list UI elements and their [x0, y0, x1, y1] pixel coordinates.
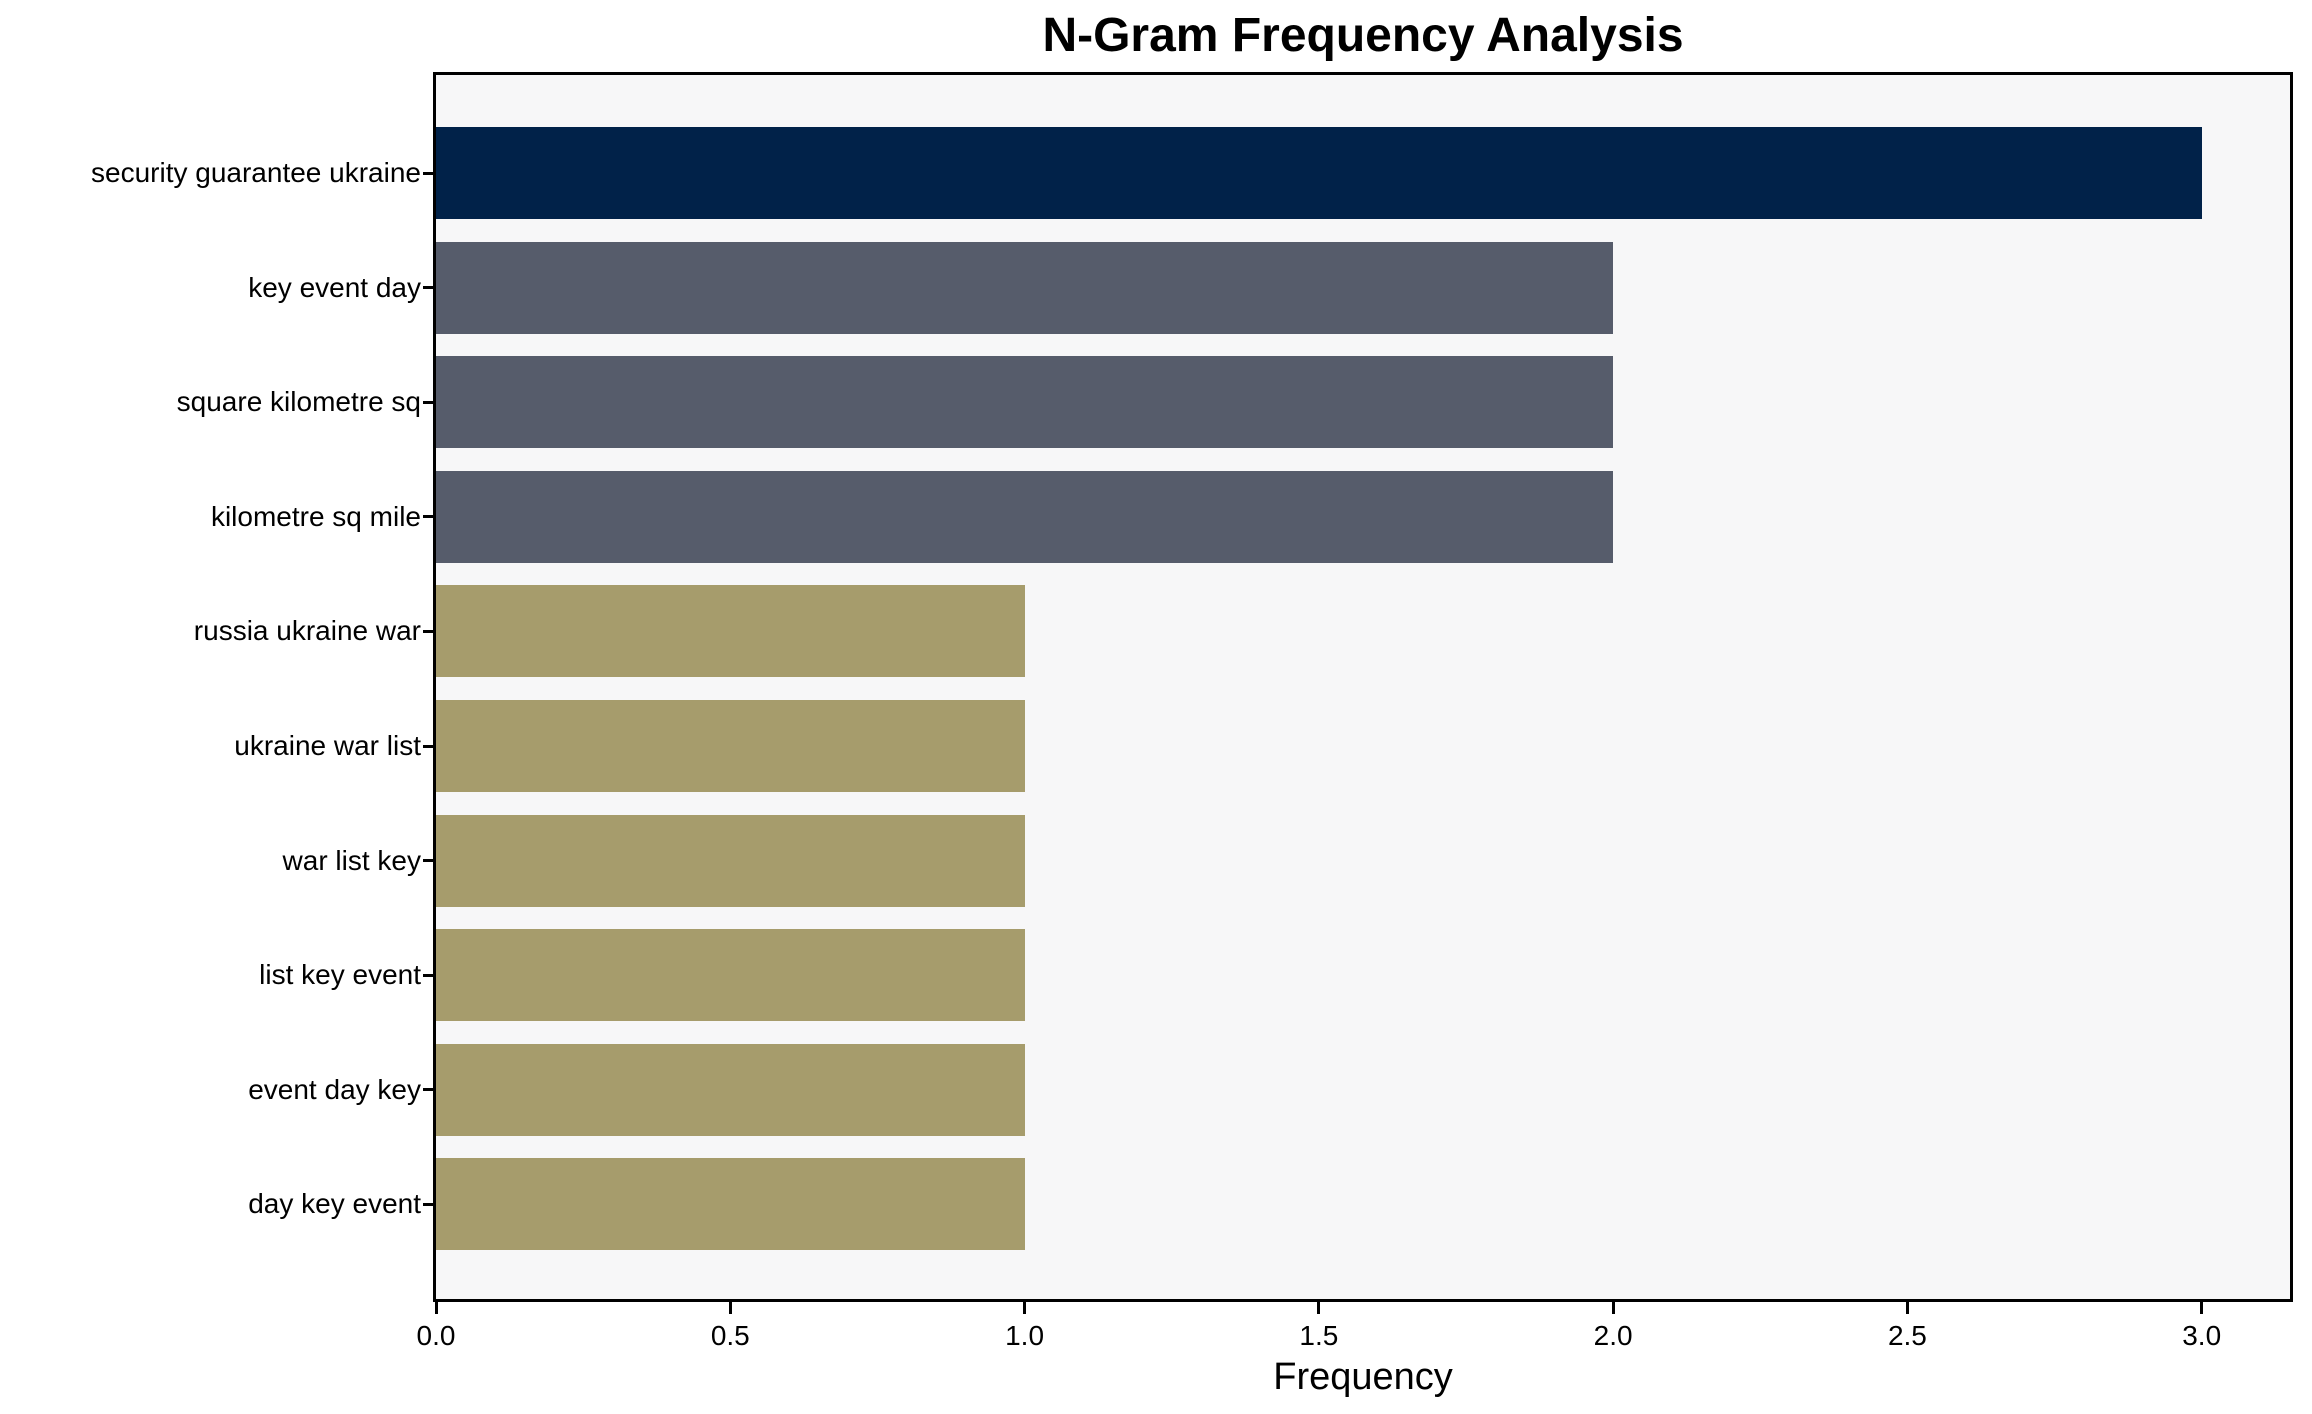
y-tick-label-day-key-event: day key event	[248, 1188, 421, 1220]
x-tick-label-1.5: 1.5	[1299, 1320, 1339, 1351]
plot-area	[433, 72, 2293, 1302]
y-tick-label-event-day-key: event day key	[248, 1073, 421, 1105]
y-tick-mark	[423, 515, 433, 519]
y-tick-mark	[423, 859, 433, 863]
bar-security-guarantee-ukraine	[436, 127, 2202, 219]
bar-war-list-key	[436, 814, 1025, 907]
bar-list-key-event	[436, 929, 1025, 1022]
x-tick-label-3.0: 3.0	[2182, 1320, 2222, 1351]
x-tick-label-0.0: 0.0	[416, 1320, 456, 1351]
bar-russia-ukraine-war	[436, 585, 1025, 678]
bar-event-day-key	[436, 1043, 1025, 1136]
x-tick-label-0.5: 0.5	[710, 1320, 750, 1351]
y-tick-mark	[423, 400, 433, 404]
x-tick-label-1.0: 1.0	[1005, 1320, 1045, 1351]
bar-square-kilometre-sq	[436, 356, 1614, 449]
y-tick-label-key-event-day: key event day	[248, 271, 421, 303]
y-tick-mark	[423, 1202, 433, 1206]
y-tick-label-security-guarantee-ukraine: security guarantee ukraine	[91, 157, 421, 188]
x-tick-label-2.0: 2.0	[1593, 1320, 1633, 1351]
x-tick-mark	[1905, 1302, 1909, 1314]
bar-day-key-event	[436, 1158, 1025, 1251]
y-tick-mark	[423, 629, 433, 633]
x-tick-mark	[1317, 1302, 1321, 1314]
y-tick-label-kilometre-sq-mile: kilometre sq mile	[210, 500, 421, 532]
y-tick-label-war-list-key: war list key	[282, 844, 421, 876]
chart-title: N-Gram Frequency Analysis	[1042, 9, 1684, 62]
y-tick-label-list-key-event: list key event	[259, 959, 421, 991]
x-tick-label-2.5: 2.5	[1887, 1320, 1927, 1351]
y-tick-mark	[423, 171, 433, 175]
x-axis-title: Frequency	[1273, 1356, 1453, 1398]
y-tick-label-square-kilometre-sq: square kilometre sq	[176, 386, 421, 418]
y-tick-mark	[423, 744, 433, 748]
bar-kilometre-sq-mile	[436, 470, 1614, 563]
x-tick-mark	[434, 1302, 438, 1314]
y-tick-label-russia-ukraine-war: russia ukraine war	[193, 615, 421, 647]
y-tick-label-ukraine-war-list: ukraine war list	[234, 730, 421, 761]
y-tick-mark	[423, 286, 433, 290]
y-tick-mark	[423, 973, 433, 977]
x-tick-mark	[1023, 1302, 1027, 1314]
y-tick-mark	[423, 1088, 433, 1092]
x-tick-mark	[728, 1302, 732, 1314]
x-tick-mark	[1611, 1302, 1615, 1314]
x-tick-mark	[2200, 1302, 2204, 1314]
bar-key-event-day	[436, 241, 1614, 334]
bar-ukraine-war-list	[436, 700, 1025, 792]
